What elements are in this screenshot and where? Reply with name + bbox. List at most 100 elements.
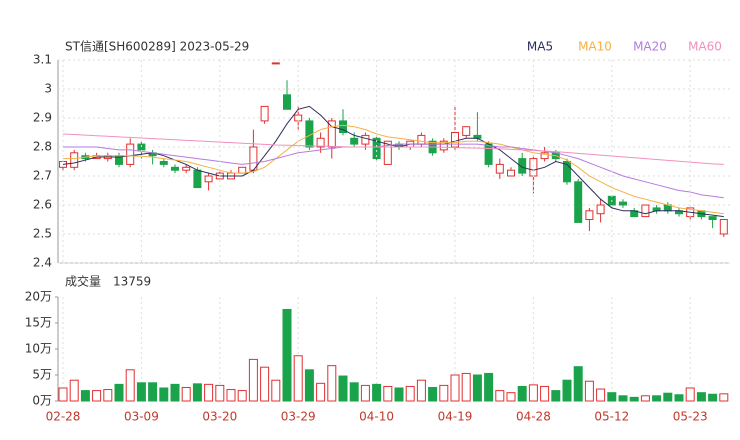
candle-body xyxy=(462,126,471,136)
volume-bar xyxy=(472,374,482,402)
volume-current: 13759 xyxy=(113,275,151,289)
candle-body xyxy=(451,132,459,148)
volume-bar xyxy=(80,390,90,402)
y-tick-label: 2.5 xyxy=(33,227,52,241)
volume-bar xyxy=(92,390,102,402)
x-tick-label: 05-12 xyxy=(594,410,629,424)
volume-bar xyxy=(708,393,718,402)
ma-line xyxy=(63,143,724,199)
volume-bar xyxy=(170,383,180,402)
volume-bar xyxy=(349,382,359,402)
y-tick-label: 15万 xyxy=(25,316,52,330)
volume-bar xyxy=(450,374,460,402)
volume-bar xyxy=(405,385,415,402)
volume-bar xyxy=(181,386,191,402)
x-tick-label: 04-28 xyxy=(516,410,551,424)
y-tick-label: 5万 xyxy=(32,368,52,382)
volume-bar xyxy=(596,388,606,402)
volume-bar xyxy=(192,383,202,402)
volume-bar xyxy=(484,372,494,402)
legend-entry: MA60 xyxy=(688,40,722,54)
x-tick-label: 05-23 xyxy=(673,410,708,424)
candle-body xyxy=(271,62,280,65)
candle-body xyxy=(641,204,650,218)
candle-body xyxy=(193,169,202,189)
chart-title: ST信通[SH600289] 2023-05-29 xyxy=(65,40,249,54)
volume-bar xyxy=(136,382,146,402)
volume-bar xyxy=(372,383,382,402)
y-tick-label: 2.6 xyxy=(33,198,52,212)
volume-bar xyxy=(663,392,673,402)
volume-bar xyxy=(159,387,169,402)
candle-body xyxy=(204,175,213,183)
y-tick-label: 0万 xyxy=(32,394,52,408)
volume-bar xyxy=(652,395,662,402)
volume-bar xyxy=(338,375,348,402)
volume-bar xyxy=(316,382,326,402)
candle-body xyxy=(563,161,571,183)
candle-body xyxy=(585,210,594,221)
volume-bar xyxy=(696,392,706,402)
volume-bar xyxy=(148,382,158,402)
legend-entry: MA5 xyxy=(527,40,553,54)
volume-bar xyxy=(215,384,225,402)
x-tick-label: 04-19 xyxy=(438,410,473,424)
candle-body xyxy=(372,137,381,160)
candle-body xyxy=(484,143,493,165)
y-tick-label: 2.8 xyxy=(33,140,52,154)
candle-body xyxy=(495,163,504,174)
candle-body xyxy=(159,161,168,165)
volume-bar xyxy=(204,383,214,402)
volume-bar xyxy=(506,392,516,402)
ma-line xyxy=(63,124,724,215)
y-tick-label: 2.7 xyxy=(33,169,52,183)
volume-bar xyxy=(103,389,113,402)
volume-bar xyxy=(304,369,314,402)
ma-line xyxy=(62,133,724,165)
volume-bar xyxy=(495,390,505,402)
y-tick-label: 20万 xyxy=(25,290,52,304)
volume-bar xyxy=(114,383,124,402)
volume-bar xyxy=(551,390,561,402)
candle-body xyxy=(171,166,179,171)
candle-body xyxy=(619,201,627,206)
candle-body xyxy=(361,134,370,145)
x-tick-label: 03-29 xyxy=(281,410,316,424)
volume-bar xyxy=(584,380,594,402)
volume-bar xyxy=(394,387,404,402)
volume-bar xyxy=(528,384,538,402)
candle-body xyxy=(719,219,728,235)
volume-title: 成交量 xyxy=(65,274,101,289)
volume-bar xyxy=(517,385,527,402)
x-tick-label: 04-10 xyxy=(359,410,394,424)
candle-body xyxy=(417,134,426,145)
y-tick-label: 10万 xyxy=(25,342,52,356)
volume-bar xyxy=(629,396,639,402)
volume-bar xyxy=(237,390,247,402)
candle-body xyxy=(316,137,325,148)
volume-bar xyxy=(428,386,438,402)
volume-bar xyxy=(125,369,135,402)
volume-bar xyxy=(674,394,684,402)
candle-body xyxy=(596,204,605,215)
volume-bar xyxy=(719,393,729,402)
candle-body xyxy=(339,120,347,134)
candle-body xyxy=(540,152,549,160)
volume-bar xyxy=(607,392,617,402)
candle-body xyxy=(439,140,448,151)
candle-body xyxy=(350,137,359,145)
candle-body xyxy=(126,143,135,165)
volume-bar xyxy=(461,372,471,402)
volume-bar xyxy=(562,379,572,402)
candle-body xyxy=(327,120,336,148)
legend-entry: MA10 xyxy=(578,40,612,54)
candle-body xyxy=(283,94,291,110)
y-tick-label: 3.1 xyxy=(33,53,52,67)
volume-bar xyxy=(685,387,695,402)
candle-body xyxy=(518,158,527,174)
volume-bar xyxy=(293,355,303,402)
y-tick-label: 2.9 xyxy=(33,111,52,125)
volume-bar xyxy=(439,384,449,402)
candle-body xyxy=(708,216,717,221)
